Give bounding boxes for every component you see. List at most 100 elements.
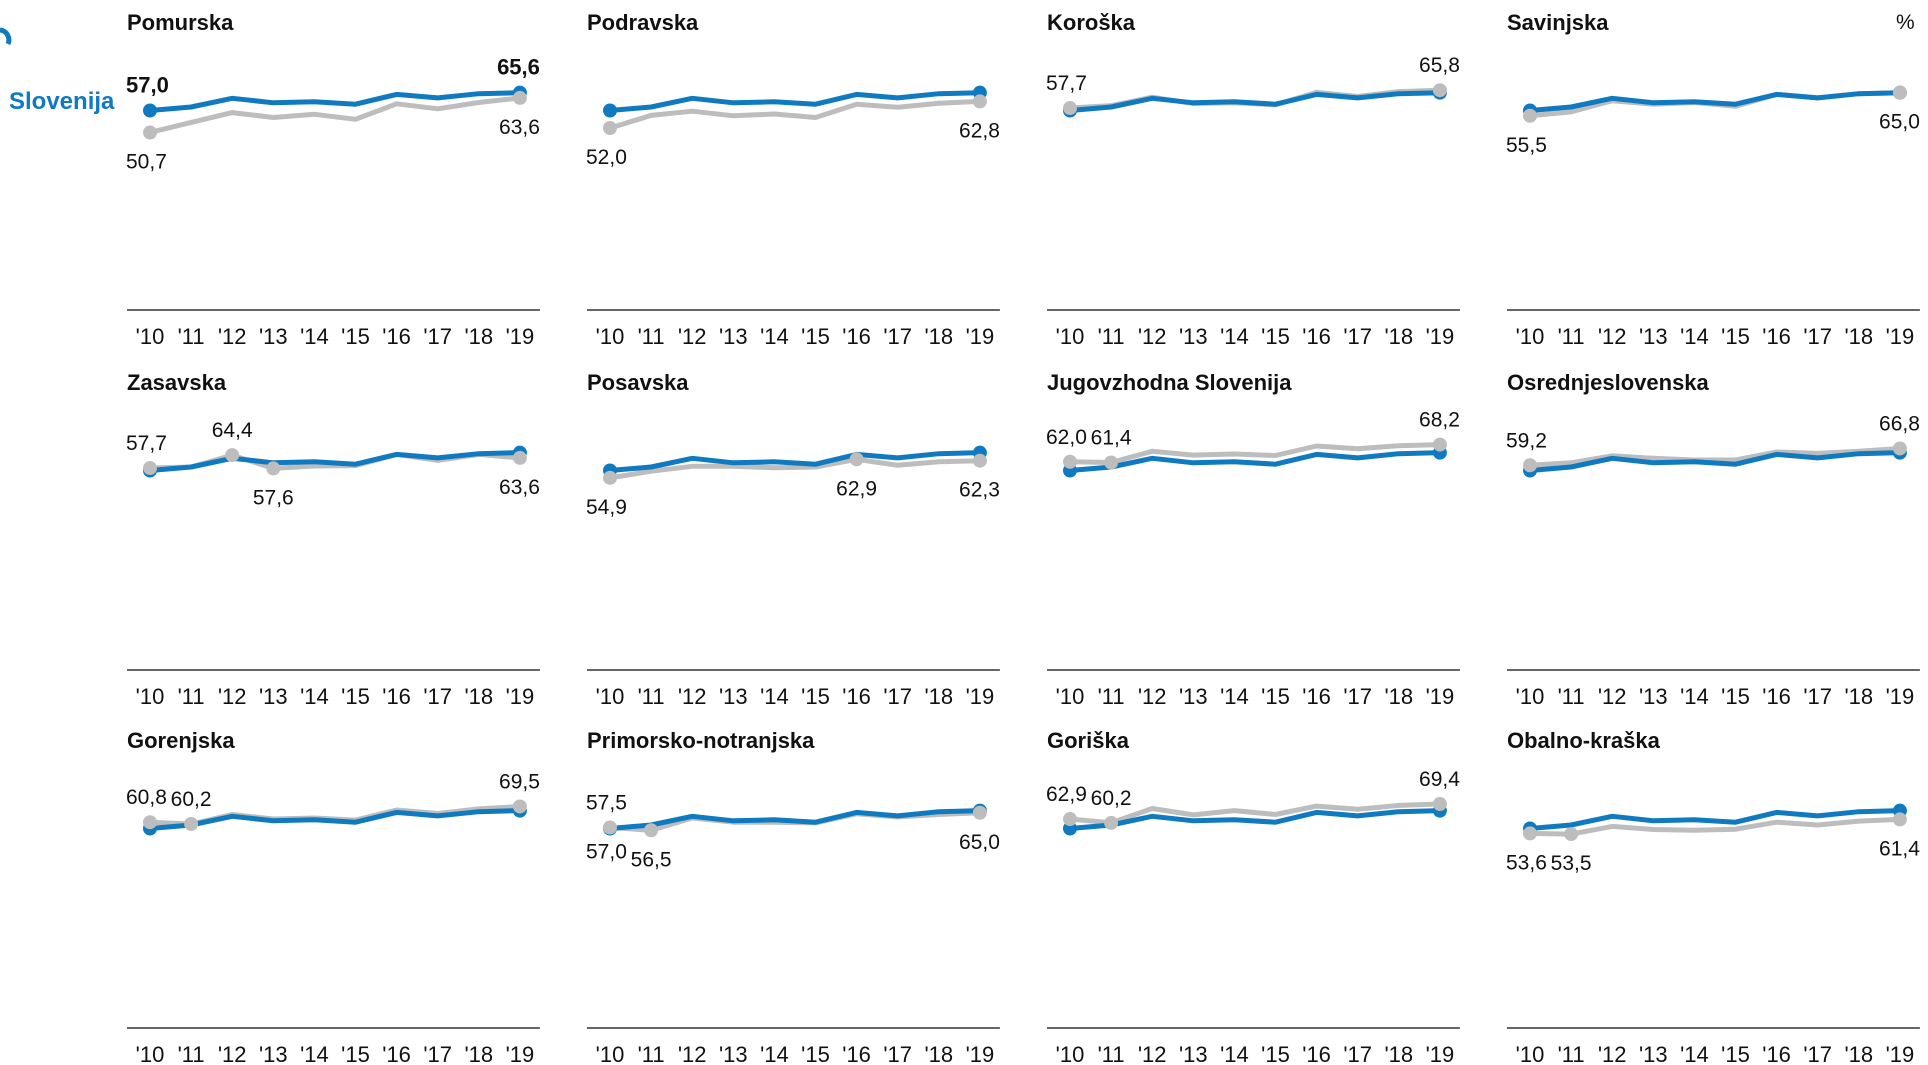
x-tick-label: '11	[178, 684, 205, 709]
x-tick-label: '17	[1343, 1042, 1372, 1065]
x-tick-label: '13	[1639, 324, 1668, 349]
x-tick-label: '14	[1220, 684, 1249, 709]
x-tick-label: '10	[136, 1042, 165, 1065]
x-tick-label: '11	[1558, 324, 1585, 349]
data-label: 61,4	[1091, 426, 1132, 449]
data-label: 62,9	[1046, 783, 1087, 806]
region-point	[644, 823, 659, 838]
x-tick-label: '13	[1639, 1042, 1668, 1065]
x-tick-label: '13	[1639, 684, 1668, 709]
data-label: 64,4	[212, 419, 253, 442]
region-point	[1432, 797, 1447, 811]
x-tick-label: '17	[883, 324, 912, 349]
x-tick-label: '19	[506, 684, 535, 709]
data-label: 61,4	[1879, 837, 1920, 860]
x-tick-label: '15	[1261, 1042, 1290, 1065]
panel-podravska: Podravska '10 '11 '12 '13 '14 '15 '16 '17 '18 '19 5…	[586, 10, 1000, 349]
x-tick-label: '12	[1598, 684, 1627, 709]
x-tick-label: '15	[801, 1042, 830, 1065]
region-point	[603, 820, 617, 835]
data-label: 50,7	[126, 151, 167, 174]
x-tick-label: '15	[1261, 684, 1290, 709]
x-tick-label: '14	[1680, 324, 1709, 349]
slovenija-line	[149, 90, 520, 113]
x-tick-label: '11	[1558, 684, 1585, 709]
x-tick-label: '15	[1721, 1042, 1750, 1065]
panel-title: Savinjska	[1507, 10, 1609, 35]
slovenija-line	[609, 90, 980, 113]
x-tick-label: '15	[1261, 324, 1290, 349]
x-tick-label: '16	[842, 324, 871, 349]
region-line	[149, 95, 521, 135]
region-point	[1104, 815, 1119, 830]
data-label: 69,5	[499, 770, 540, 793]
data-label: 62,9	[836, 477, 877, 500]
x-tick-label: '18	[464, 324, 493, 349]
x-tick-label: '12	[678, 324, 707, 349]
x-tick-label: '16	[382, 324, 411, 349]
x-tick-label: '17	[1803, 1042, 1832, 1065]
x-tick-label: '15	[341, 324, 370, 349]
x-tick-label: '10	[596, 684, 625, 709]
x-tick-label: '12	[678, 1042, 707, 1065]
x-tick-label: '13	[1179, 1042, 1208, 1065]
data-label: 62,3	[959, 479, 1000, 502]
x-tick-label: '13	[719, 1042, 748, 1065]
region-line	[1529, 446, 1901, 468]
x-tick-label: '14	[1680, 684, 1709, 709]
data-label: 57,5	[586, 791, 627, 814]
x-tick-label: '12	[1598, 324, 1627, 349]
x-tick-label: '19	[1886, 684, 1915, 709]
x-tick-label: '19	[966, 324, 995, 349]
region-point	[1104, 455, 1119, 470]
x-tick-label: '18	[924, 324, 953, 349]
x-tick-label: '17	[883, 684, 912, 709]
region-point	[603, 121, 617, 135]
region-point	[143, 815, 157, 830]
panel-title: Jugovzhodna Slovenija	[1047, 370, 1292, 395]
region-line	[609, 98, 981, 131]
data-label: 60,2	[1091, 787, 1132, 810]
x-tick-label: '19	[506, 1042, 535, 1065]
x-tick-label: '16	[1302, 324, 1331, 349]
x-tick-label: '18	[1384, 684, 1413, 709]
x-tick-label: '16	[382, 684, 411, 709]
slovenija-line	[149, 808, 520, 831]
panel-jugovzhodna-slovenija: Jugovzhodna Slovenija '10 '11 '12 '13 '14 '15 '…	[1046, 370, 1460, 709]
x-tick-label: '18	[464, 1042, 493, 1065]
x-tick-label: '11	[178, 1042, 205, 1065]
panel-title: Koroška	[1047, 10, 1136, 35]
data-label: 59,2	[1506, 429, 1547, 452]
region-point	[972, 453, 987, 468]
panel-title: Zasavska	[127, 370, 227, 395]
data-label: 57,7	[1046, 72, 1087, 95]
panel-zasavska: Zasavska '10 '11 '12 '13 '14 '15 '16 '17 '18 '19 57…	[126, 370, 540, 709]
x-tick-label: '12	[1598, 1042, 1627, 1065]
x-tick-label: '14	[300, 684, 329, 709]
data-label: 55,5	[1506, 134, 1547, 157]
x-tick-label: '14	[760, 1042, 789, 1065]
x-tick-label: '13	[259, 684, 288, 709]
x-tick-label: '18	[924, 1042, 953, 1065]
slovenija-line	[1529, 90, 1900, 113]
x-tick-label: '19	[1426, 324, 1455, 349]
data-label: 65,6	[497, 55, 540, 80]
region-point	[1063, 812, 1077, 827]
x-tick-label: '14	[300, 1042, 329, 1065]
x-tick-label: '17	[1343, 684, 1372, 709]
x-tick-label: '16	[1302, 684, 1331, 709]
x-tick-label: '16	[842, 684, 871, 709]
x-tick-label: '18	[1844, 324, 1873, 349]
x-tick-label: '11	[638, 1042, 665, 1065]
region-point	[603, 470, 617, 485]
panel-title: Gorenjska	[127, 728, 235, 753]
x-tick-label: '16	[1302, 1042, 1331, 1065]
panel-title: Podravska	[587, 10, 699, 35]
x-tick-label: '11	[178, 324, 205, 349]
x-tick-label: '10	[136, 324, 165, 349]
x-tick-label: '18	[1384, 324, 1413, 349]
panel-primorsko-notranjska: Primorsko-notranjska '10 '11 '12 '13 '14 '15 '1…	[586, 728, 1000, 1065]
x-tick-label: '12	[218, 324, 247, 349]
region-point	[1523, 826, 1537, 841]
x-tick-label: '11	[1098, 684, 1125, 709]
